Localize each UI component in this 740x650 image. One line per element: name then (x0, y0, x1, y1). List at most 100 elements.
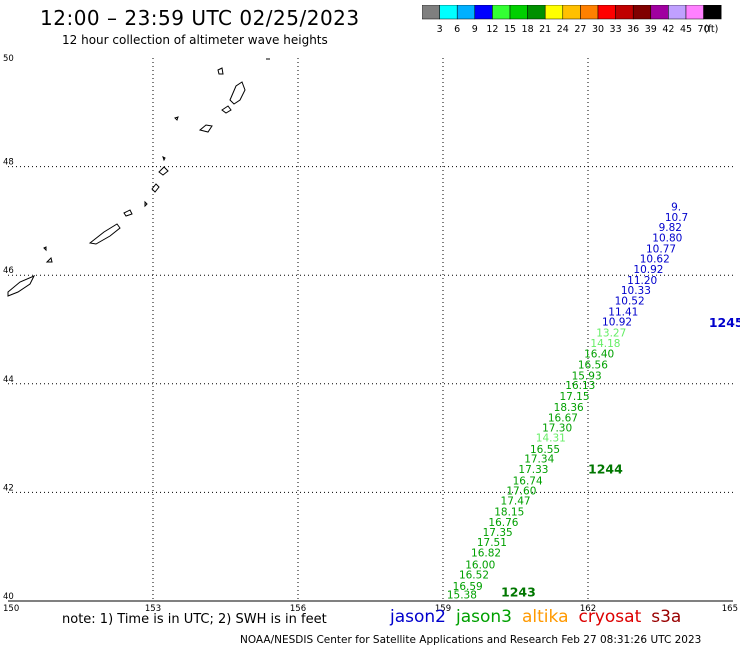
wave-height-point: 10.62 (640, 254, 670, 266)
coastline-segment (229, 81, 246, 105)
colorbar-label: 9 (472, 24, 478, 35)
coastline-segment (45, 257, 53, 263)
wave-height-point: 16.13 (565, 380, 595, 392)
coastline-segment (217, 67, 224, 75)
colorbar-label: 39 (645, 24, 657, 35)
coastline-segment (144, 200, 148, 208)
wave-height-point: 16.74 (513, 475, 543, 487)
chart-title: 12:00 – 23:59 UTC 02/25/2023 (40, 6, 360, 30)
wave-height-point: 16.55 (530, 444, 560, 456)
wave-height-point: 17.35 (483, 527, 513, 539)
wave-height-point: 16.00 (465, 559, 495, 571)
wave-height-point: 16.67 (548, 412, 578, 424)
x-tick-label: 153 (145, 604, 161, 614)
x-tick-label: 162 (580, 604, 596, 614)
wave-height-point: 11.20 (627, 275, 657, 287)
colorbar-label: 3 (437, 24, 443, 35)
coastline-segment (123, 209, 133, 217)
y-tick-label: 42 (3, 483, 14, 493)
satellite-legend: jason2 jason3 altika cryosat s3a (390, 607, 691, 627)
colorbar-label: 21 (539, 24, 551, 35)
wave-height-point: 16.59 (453, 581, 483, 593)
coastline-segment (88, 223, 121, 245)
legend-s3a: s3a (651, 607, 682, 627)
colorbar-label: 70 (698, 24, 710, 35)
colorbar-label: 27 (574, 24, 586, 35)
colorbar-label: 24 (557, 24, 569, 35)
wave-height-points: 15.3816.5916.5216.0016.8217.5117.3516.76… (447, 202, 688, 602)
wave-height-point: 17.60 (506, 486, 536, 498)
credit-line: NOAA/NESDIS Center for Satellite Applica… (240, 634, 702, 646)
wave-height-point: 18.15 (494, 507, 524, 519)
coastline-segment (158, 166, 169, 176)
wave-height-point: 16.40 (584, 349, 614, 361)
wave-height-point: 16.56 (578, 360, 608, 372)
chart-subtitle: 12 hour collection of altimeter wave hei… (62, 33, 328, 47)
colorbar-label: 15 (504, 24, 516, 35)
y-tick-label: 40 (3, 592, 14, 602)
colorbar-label: 42 (662, 24, 674, 35)
wave-height-point: 14.18 (590, 338, 620, 350)
track-number-label: 1243 (501, 585, 536, 600)
y-tick-label: 46 (3, 266, 14, 276)
colorbar-label: 45 (680, 24, 692, 35)
x-tick-label: 159 (435, 604, 451, 614)
legend-jason2: jason2 (390, 607, 446, 627)
wave-height-point: 17.15 (559, 391, 589, 403)
colorbar-label: 12 (486, 24, 498, 35)
coastline-segment (43, 246, 47, 252)
wave-height-point: 13.27 (596, 328, 626, 340)
colorbar-swatch (703, 5, 722, 20)
track-number-label: 1245 (709, 315, 740, 330)
coastline-segment (162, 156, 166, 162)
wave-height-point: 9. (671, 202, 681, 214)
wave-height-point: 17.30 (542, 423, 572, 435)
y-tick-label: 48 (3, 158, 14, 168)
coastline-segment (221, 105, 232, 114)
colorbar-label: 6 (454, 24, 460, 35)
grid-lines (8, 58, 733, 601)
wave-height-point: 16.82 (471, 547, 501, 559)
wave-height-point: 10.80 (652, 233, 682, 245)
footer-note: note: 1) Time is in UTC; 2) SWH is in fe… (62, 612, 327, 627)
wave-height-point: 10.92 (633, 264, 663, 276)
y-tick-label: 44 (3, 375, 14, 385)
wave-height-point: 15.93 (572, 370, 602, 382)
wave-height-point: 9.82 (659, 222, 682, 234)
wave-height-point: 15.38 (447, 589, 477, 601)
coastline-outline (7, 58, 270, 297)
coastline-segment (7, 275, 36, 297)
wave-height-point: 10.92 (602, 317, 632, 329)
coastline-segment (174, 116, 179, 121)
legend-jason3: jason3 (456, 607, 512, 627)
track-number-label: 1244 (588, 461, 623, 476)
legend-altika: altika (522, 607, 569, 627)
wave-height-point: 18.36 (554, 402, 584, 414)
wave-height-point: 10.7 (665, 212, 688, 224)
wave-height-point: 17.34 (524, 454, 554, 466)
x-tick-label: 165 (722, 604, 738, 614)
colorbar-label: 36 (627, 24, 639, 35)
wave-height-point: 14.31 (536, 432, 566, 444)
colorbar-label: 33 (610, 24, 622, 35)
legend-cryosat: cryosat (578, 607, 642, 627)
x-tick-label: 150 (3, 604, 19, 614)
tick-labels: 150 153 156 159 162 165 40 42 44 46 48 50 (3, 54, 738, 614)
coastline-segment (151, 183, 160, 193)
wave-height-point: 10.77 (646, 243, 676, 255)
x-tick-label: 156 (290, 604, 306, 614)
wave-height-point: 11.41 (608, 306, 638, 318)
wave-height-point: 10.33 (621, 285, 651, 297)
wave-height-point: 17.47 (501, 495, 531, 507)
wave-height-point: 16.52 (459, 570, 489, 582)
colorbar-label: 30 (592, 24, 604, 35)
track-labels: 1243 1244 1245 (501, 315, 740, 600)
colorbar-label: 18 (522, 24, 534, 35)
wave-height-point: 17.33 (518, 464, 548, 476)
wave-height-point: 10.52 (615, 296, 645, 308)
wave-height-point: 17.51 (477, 537, 507, 549)
coastline-segment (198, 124, 213, 133)
wave-height-point: 16.76 (488, 517, 518, 529)
y-tick-label: 50 (3, 54, 14, 64)
